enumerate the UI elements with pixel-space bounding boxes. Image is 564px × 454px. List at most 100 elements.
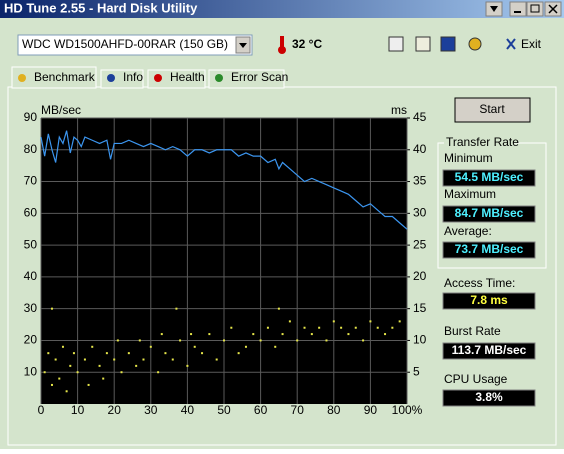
average-label: Average: [444,224,492,238]
burst-box [442,342,536,360]
access-point [149,345,152,348]
start-label[interactable]: Start [479,102,505,116]
access-point [201,352,204,355]
y-tick-label: 10 [24,364,38,378]
access-point [274,345,277,348]
access-point [83,358,86,361]
access-point [340,326,343,329]
access-point [157,371,160,374]
access-point [384,333,387,336]
x-tick-label: 80 [327,403,341,417]
window-title: HD Tune 2.55 - Hard Disk Utility [4,0,198,15]
access-point [391,326,394,329]
exit-button[interactable]: Exit [521,37,542,51]
y-tick-label: 50 [24,237,38,251]
y2-tick-label: 35 [413,174,427,188]
access-point [223,339,225,342]
access-point [127,352,130,355]
access-point [76,371,79,374]
average-box [442,241,536,259]
access-point [244,345,247,348]
minimum-box [442,169,536,187]
tab[interactable] [147,69,206,89]
group-label: Transfer Rate [446,135,519,149]
access-point [347,333,350,336]
tab-label[interactable]: Error Scan [231,70,288,84]
access-point [98,364,101,367]
access-point [266,326,269,329]
window-buttons[interactable] [485,1,562,17]
access-point [120,371,123,374]
start-button[interactable] [454,97,531,123]
access-box [442,292,536,310]
y-tick-label: 80 [24,142,38,156]
access-point [376,326,379,329]
access-point [332,320,335,323]
x-tick-label: 20 [108,403,122,417]
access-point [142,358,145,361]
y-tick-label: 20 [24,333,38,347]
access-point [252,333,255,336]
y2-tick-label: 15 [413,301,427,315]
maximum-label: Maximum [444,187,496,201]
y-tick-label: 90 [24,110,38,124]
tab-label[interactable]: Benchmark [34,70,96,84]
access-point [164,352,167,355]
cpu-box [442,389,536,407]
temperature: 32 °C [292,37,322,51]
thermometer-icon [278,36,286,54]
access-point [193,345,196,348]
access-point [61,345,64,348]
access-point [58,377,61,380]
drive-select[interactable] [17,34,253,56]
x-tick-label: 90 [364,403,378,417]
access-point [50,307,53,310]
tab-icon [215,74,223,82]
exit-icon [506,38,516,50]
minimum-value: 54.5 MB/sec [455,170,524,184]
toolbar-icons[interactable] [388,36,482,52]
x-tick-label: 60 [254,403,268,417]
access-point [318,326,321,329]
cpu-value: 3.8% [475,390,503,404]
tab[interactable] [11,66,97,89]
access-point [369,320,372,323]
access-point [190,333,193,336]
access-point [47,352,50,355]
access-point [43,371,46,374]
access-point [54,358,57,361]
transfer-line [40,130,408,230]
y-tick-label: 40 [24,269,38,283]
x-tick-label: 0 [38,403,45,417]
x-tick-label: 40 [181,403,195,417]
access-value: 7.8 ms [470,293,508,307]
y-tick-label: 30 [24,301,38,315]
tab-label[interactable]: Health [170,70,205,84]
maximum-value: 84.7 MB/sec [455,206,524,220]
access-point [102,377,105,380]
y2-tick-label: 30 [413,206,427,220]
access-point [72,352,75,355]
x-tick-label: 30 [144,403,158,417]
access-point [179,339,182,342]
access-point [215,358,218,361]
average-value: 73.7 MB/sec [455,242,524,256]
y-tick-label: 70 [24,174,38,188]
access-point [160,333,163,336]
access-point [186,364,189,367]
y2-tick-label: 10 [413,333,427,347]
x-tick-label: 50 [217,403,231,417]
access-point [171,358,174,361]
access-point [87,383,90,386]
access-point [398,320,401,323]
tab[interactable] [208,69,285,89]
tab-icon [154,74,162,82]
access-point [281,333,284,336]
access-point [113,358,116,361]
access-point [50,383,53,386]
access-label: Access Time: [444,276,515,290]
access-point [105,352,108,355]
tab-label[interactable]: Info [123,70,143,84]
y2-axis-label: ms [391,103,407,117]
